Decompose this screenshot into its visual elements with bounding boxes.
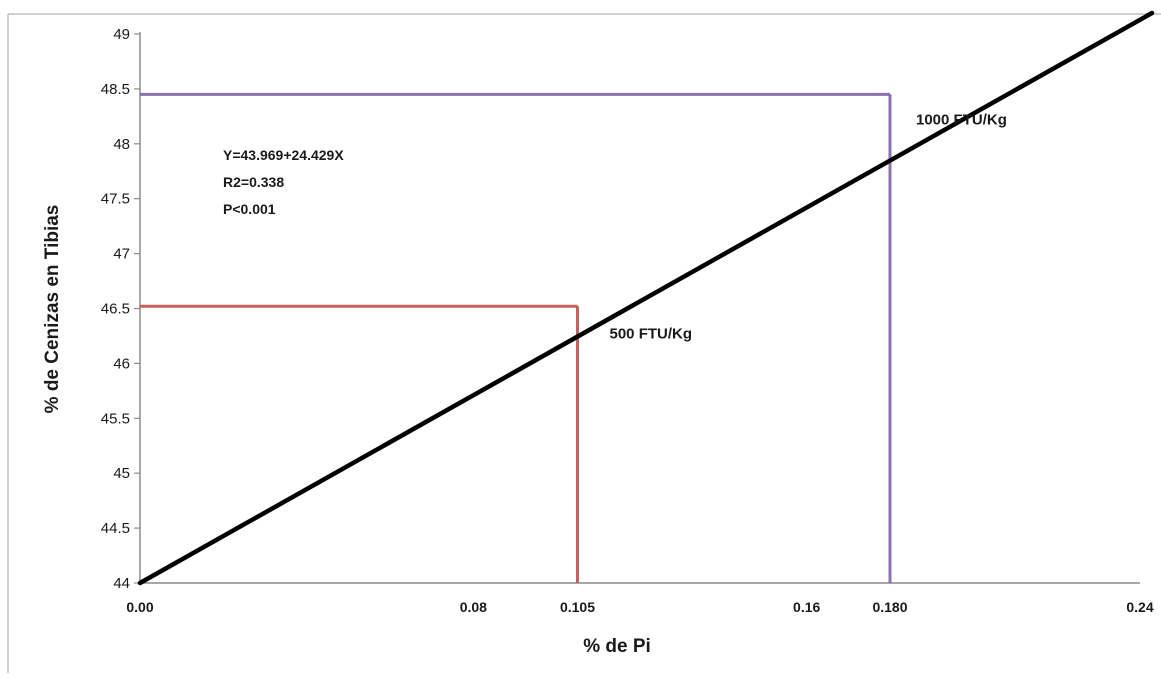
y-tick-label: 48.5 [101,81,130,98]
y-tick-label: 44 [113,575,130,592]
y-tick-label: 44.5 [101,520,130,537]
y-tick-label: 46 [113,355,130,372]
x-tick-label: 0.08 [460,599,487,615]
y-tick-label: 49 [113,26,130,43]
equation-label: Y=43.969+24.429X [223,147,344,163]
x-tick-label: 0.16 [793,599,820,615]
reference-point-label: 1000 FTU/Kg [916,111,1007,128]
regression-line [137,10,1155,586]
y-tick-label: 47.5 [101,191,130,208]
x-axis-title: % de Pi [583,636,651,657]
r2-label: R2=0.338 [223,174,284,190]
p-value-label: P<0.001 [223,201,276,217]
y-tick-label: 45 [113,465,130,482]
x-tick-label: 0.105 [560,599,595,615]
y-axis-title: % de Cenizas en Tibias [42,205,63,414]
x-tick-label: 0.180 [872,599,907,615]
plot-area: 44 44.5 45 45.5 46 46.5 47 47.5 48 48.5 49 0.00 0.08… [101,10,1155,615]
x-tick-label: 0.24 [1126,599,1153,615]
y-tick-label: 48 [113,136,130,153]
x-tick-label: 0.00 [126,599,153,615]
reference-point-label: 500 FTU/Kg [610,325,693,342]
y-tick-label: 46.5 [101,301,130,318]
y-tick-label: 47 [113,246,130,263]
y-tick-label: 45.5 [101,410,130,427]
